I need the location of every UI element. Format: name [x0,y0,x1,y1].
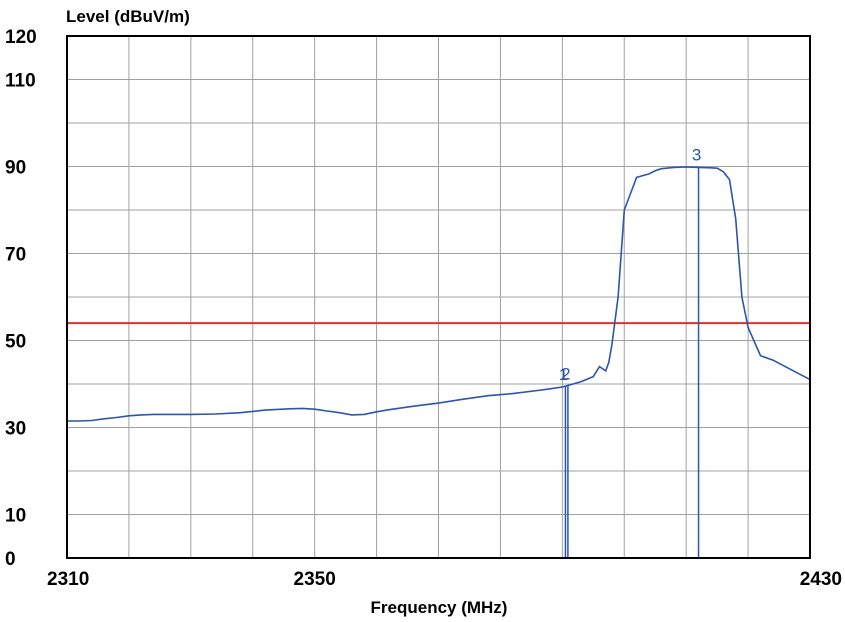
y-tick-label: 0 [5,549,16,570]
y-tick-label: 120 [5,27,37,48]
grid [67,36,810,558]
x-axis-ticks: 2310 2350 2430 [47,569,842,590]
y-axis-label: Level (dBuV/m) [66,7,190,26]
x-tick-label: 2430 [800,569,842,590]
marker-label-2: 2 [561,365,570,384]
y-axis-ticks: 120 110 90 70 50 30 10 0 [5,27,37,570]
y-tick-label: 50 [5,332,26,353]
plot-frame [66,35,811,559]
x-tick-label: 2310 [47,569,89,590]
y-tick-label: 10 [5,506,26,527]
y-tick-label: 70 [5,245,26,266]
y-tick-label: 90 [5,158,26,179]
y-tick-label: 110 [5,71,36,92]
markers: 12 3 [559,146,701,558]
x-axis-label: Frequency (MHz) [371,598,508,617]
level-trace [67,166,811,422]
y-tick-label: 30 [5,419,26,440]
marker-label-1: 1 [559,365,568,384]
x-tick-label: 2350 [294,569,336,590]
marker-label-3: 3 [692,146,701,165]
